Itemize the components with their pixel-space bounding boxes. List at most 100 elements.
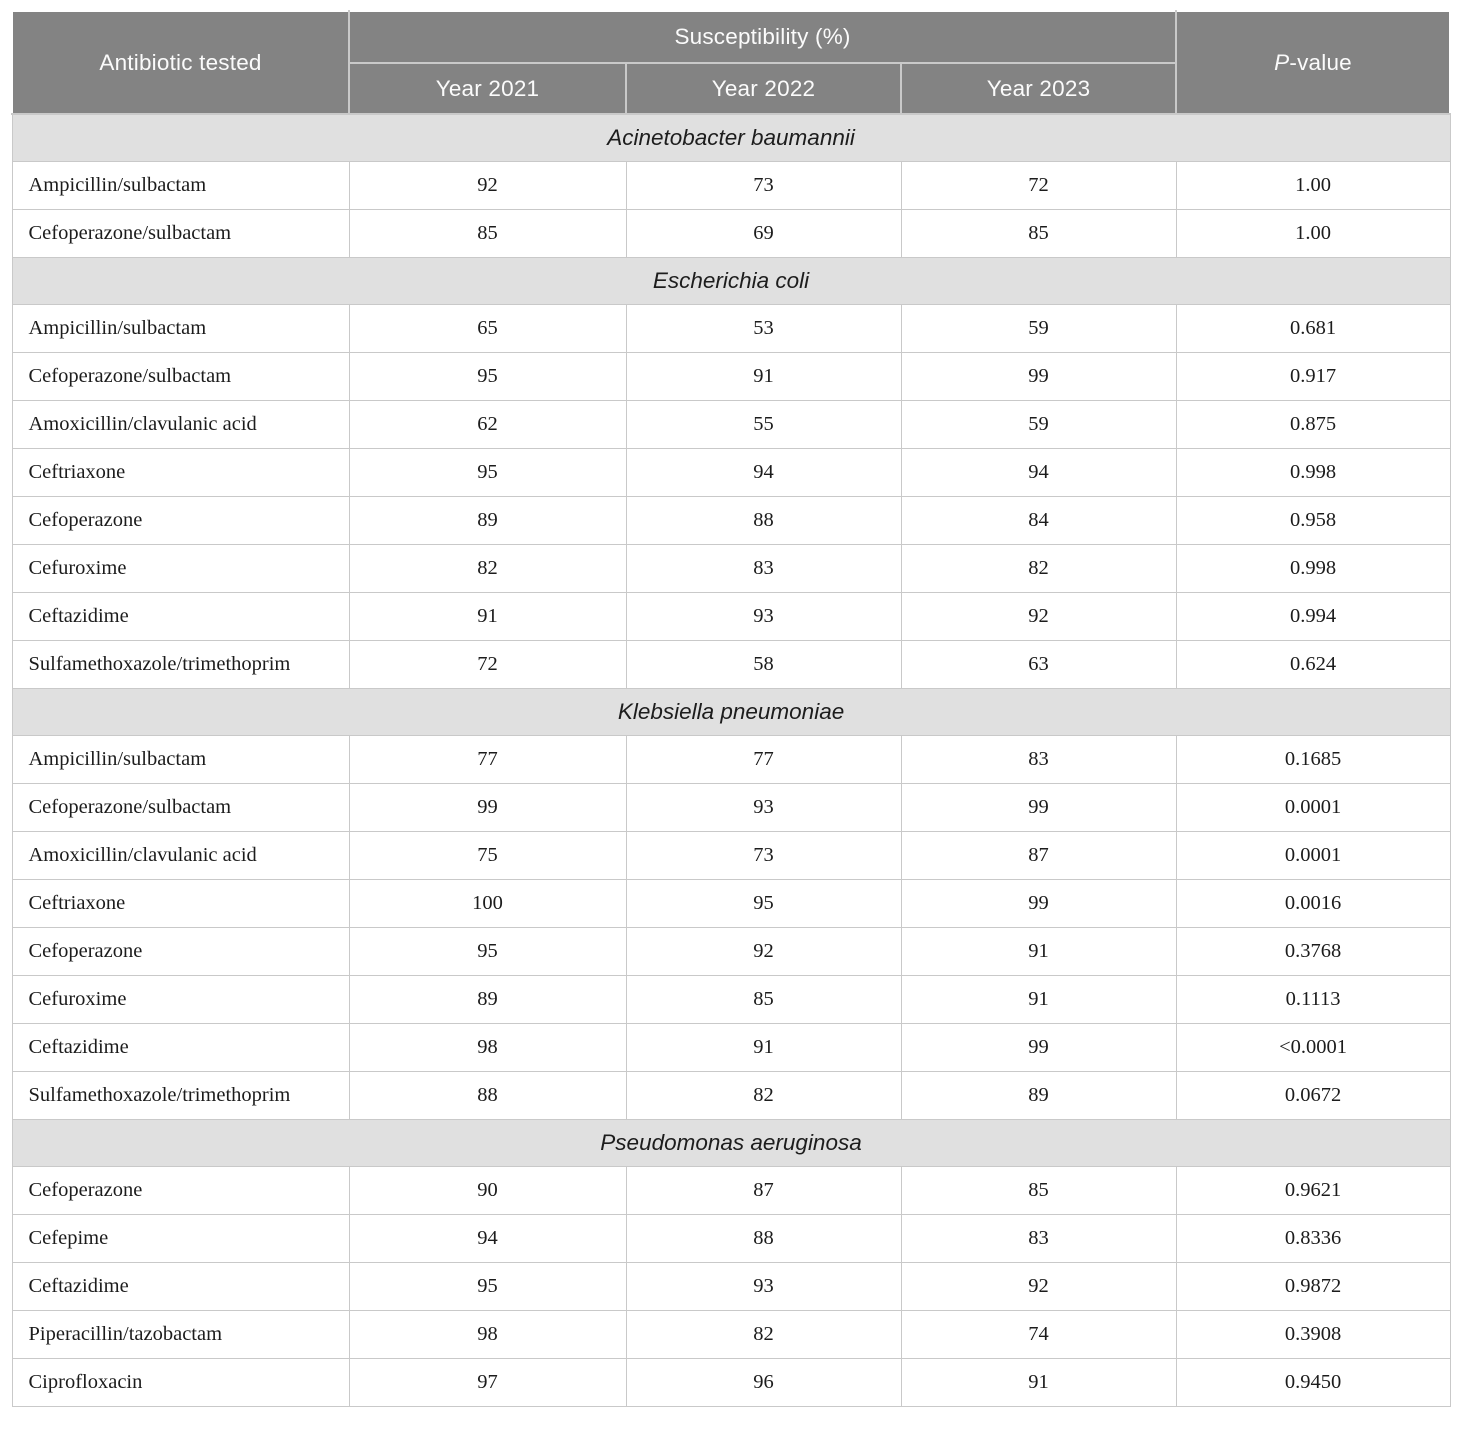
- susceptibility-2023: 92: [900, 1262, 1177, 1311]
- susceptibility-2023: 87: [900, 831, 1177, 880]
- species-section-row: Klebsiella pneumoniae: [11, 688, 1451, 736]
- species-name: Escherichia coli: [11, 257, 1451, 305]
- susceptibility-2022: 93: [625, 1262, 902, 1311]
- p-value: <0.0001: [1175, 1023, 1451, 1072]
- antibiotic-name: Ampicillin/sulbactam: [11, 735, 350, 784]
- antibiotic-name: Cefoperazone/sulbactam: [11, 209, 350, 258]
- header-year-2021: Year 2021: [348, 62, 627, 115]
- table-row: Cefoperazone 89 88 84 0.958: [11, 496, 1451, 545]
- table-row: Ceftazidime 91 93 92 0.994: [11, 592, 1451, 641]
- antibiotic-name: Amoxicillin/clavulanic acid: [11, 831, 350, 880]
- susceptibility-2021: 95: [348, 1262, 627, 1311]
- susceptibility-2022: 93: [625, 592, 902, 641]
- antibiotic-name: Cefuroxime: [11, 975, 350, 1024]
- antibiotic-name: Piperacillin/tazobactam: [11, 1310, 350, 1359]
- table-row: Cefuroxime 89 85 91 0.1113: [11, 975, 1451, 1024]
- susceptibility-2021: 72: [348, 640, 627, 689]
- susceptibility-2023: 91: [900, 1358, 1177, 1407]
- table-row: Amoxicillin/clavulanic acid 75 73 87 0.0001: [11, 831, 1451, 880]
- p-value: 0.917: [1175, 352, 1451, 401]
- header-antibiotic-tested: Antibiotic tested: [11, 10, 350, 115]
- p-value: 0.998: [1175, 448, 1451, 497]
- susceptibility-2021: 89: [348, 496, 627, 545]
- table-row: Cefoperazone/sulbactam 85 69 85 1.00: [11, 209, 1451, 258]
- susceptibility-2021: 95: [348, 448, 627, 497]
- susceptibility-2022: 85: [625, 975, 902, 1024]
- table-row: Cefoperazone/sulbactam 95 91 99 0.917: [11, 352, 1451, 401]
- antibiotic-name: Ciprofloxacin: [11, 1358, 350, 1407]
- susceptibility-2023: 99: [900, 879, 1177, 928]
- susceptibility-2022: 94: [625, 448, 902, 497]
- susceptibility-2022: 69: [625, 209, 902, 258]
- header-p-value: P-value: [1175, 10, 1452, 115]
- table-row: Ceftriaxone 95 94 94 0.998: [11, 448, 1451, 497]
- table-row: Ampicillin/sulbactam 77 77 83 0.1685: [11, 735, 1451, 784]
- p-value: 0.0001: [1175, 783, 1451, 832]
- antibiotic-name: Cefuroxime: [11, 544, 350, 593]
- antibiotic-name: Ampicillin/sulbactam: [11, 161, 350, 210]
- species-section-row: Pseudomonas aeruginosa: [11, 1119, 1451, 1167]
- susceptibility-2021: 92: [348, 161, 627, 210]
- p-value: 1.00: [1175, 209, 1451, 258]
- susceptibility-2023: 99: [900, 352, 1177, 401]
- susceptibility-2023: 84: [900, 496, 1177, 545]
- susceptibility-2022: 53: [625, 304, 902, 353]
- antibiotic-name: Ceftazidime: [11, 1023, 350, 1072]
- susceptibility-2021: 95: [348, 927, 627, 976]
- table-row: Ceftriaxone 100 95 99 0.0016: [11, 879, 1451, 928]
- susceptibility-2021: 88: [348, 1071, 627, 1120]
- table-row: Amoxicillin/clavulanic acid 62 55 59 0.875: [11, 400, 1451, 449]
- susceptibility-2022: 95: [625, 879, 902, 928]
- table-row: Ampicillin/sulbactam 65 53 59 0.681: [11, 304, 1451, 353]
- susceptibility-2022: 92: [625, 927, 902, 976]
- p-value: 0.3768: [1175, 927, 1451, 976]
- susceptibility-2023: 72: [900, 161, 1177, 210]
- susceptibility-2021: 91: [348, 592, 627, 641]
- species-section-row: Escherichia coli: [11, 257, 1451, 305]
- susceptibility-2023: 89: [900, 1071, 1177, 1120]
- susceptibility-2022: 83: [625, 544, 902, 593]
- table-header: Antibiotic tested Susceptibility (%) P-v…: [11, 10, 1452, 115]
- p-value: 0.681: [1175, 304, 1451, 353]
- antibiotic-name: Cefoperazone/sulbactam: [11, 352, 350, 401]
- p-value: 0.958: [1175, 496, 1451, 545]
- species-section-row: Acinetobacter baumannii: [11, 113, 1451, 162]
- antibiotic-name: Cefoperazone: [11, 927, 350, 976]
- p-value: 0.624: [1175, 640, 1451, 689]
- table-row: Cefuroxime 82 83 82 0.998: [11, 544, 1451, 593]
- susceptibility-2021: 98: [348, 1310, 627, 1359]
- susceptibility-2022: 88: [625, 496, 902, 545]
- susceptibility-2021: 94: [348, 1214, 627, 1263]
- susceptibility-2023: 91: [900, 975, 1177, 1024]
- susceptibility-2021: 95: [348, 352, 627, 401]
- p-value: 1.00: [1175, 161, 1451, 210]
- susceptibility-2022: 93: [625, 783, 902, 832]
- susceptibility-2023: 91: [900, 927, 1177, 976]
- p-value: 0.0016: [1175, 879, 1451, 928]
- antibiotic-name: Cefoperazone/sulbactam: [11, 783, 350, 832]
- susceptibility-2021: 77: [348, 735, 627, 784]
- susceptibility-2021: 97: [348, 1358, 627, 1407]
- susceptibility-2021: 90: [348, 1166, 627, 1215]
- susceptibility-2021: 85: [348, 209, 627, 258]
- susceptibility-2023: 82: [900, 544, 1177, 593]
- susceptibility-2021: 82: [348, 544, 627, 593]
- p-value-suffix: -value: [1289, 49, 1352, 75]
- antibiotic-name: Cefoperazone: [11, 1166, 350, 1215]
- p-value: 0.8336: [1175, 1214, 1451, 1263]
- p-value: 0.994: [1175, 592, 1451, 641]
- susceptibility-2023: 83: [900, 735, 1177, 784]
- p-value: 0.9450: [1175, 1358, 1451, 1407]
- p-value: 0.3908: [1175, 1310, 1451, 1359]
- susceptibility-2022: 87: [625, 1166, 902, 1215]
- antibiotic-name: Sulfamethoxazole/trimethoprim: [11, 1071, 350, 1120]
- p-value-italic-p: P: [1274, 49, 1290, 75]
- antibiotic-name: Ceftriaxone: [11, 448, 350, 497]
- table-row: Sulfamethoxazole/trimethoprim 72 58 63 0.624: [11, 640, 1451, 689]
- susceptibility-2022: 58: [625, 640, 902, 689]
- antibiotic-name: Ceftazidime: [11, 1262, 350, 1311]
- table-row: Ceftazidime 95 93 92 0.9872: [11, 1262, 1451, 1311]
- susceptibility-2022: 73: [625, 161, 902, 210]
- susceptibility-2022: 88: [625, 1214, 902, 1263]
